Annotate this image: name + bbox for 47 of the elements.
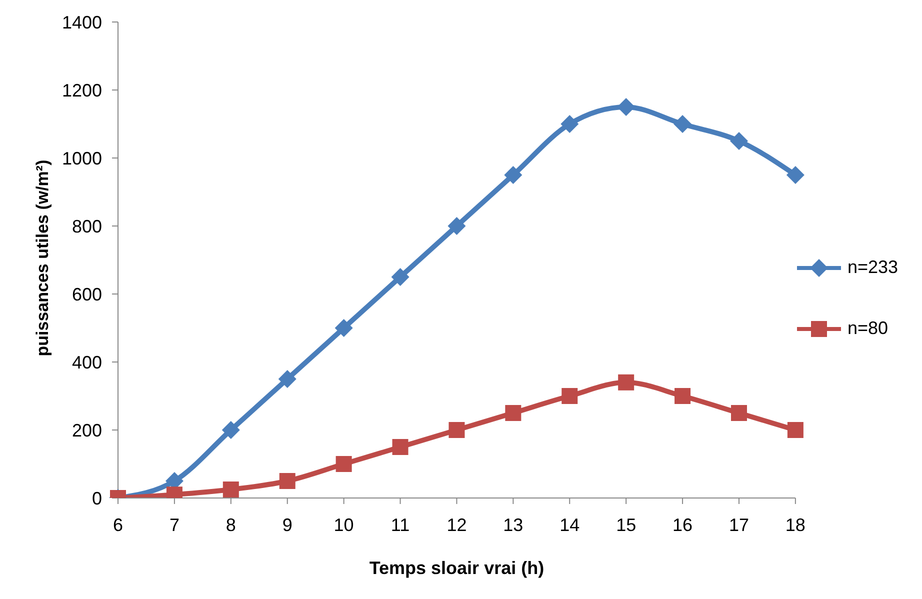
point	[618, 374, 634, 390]
point	[392, 439, 408, 455]
point	[505, 405, 522, 421]
point	[448, 217, 466, 235]
x-tick-label: 18	[785, 514, 806, 535]
x-axis-title: Temps sloair vrai (h)	[369, 558, 544, 578]
point	[391, 268, 410, 286]
point	[560, 115, 579, 133]
x-tick-label: 7	[169, 514, 180, 535]
x-tick-label: 9	[282, 514, 292, 535]
point	[278, 370, 296, 388]
point	[222, 482, 239, 498]
point	[336, 456, 352, 472]
y-tick-label: 600	[72, 284, 102, 304]
point	[222, 421, 240, 439]
y-tick-label: 800	[72, 216, 102, 236]
y-tick-label: 200	[72, 420, 102, 440]
point	[617, 98, 636, 116]
y-tick-label: 0	[92, 488, 102, 508]
x-tick-label: 14	[560, 514, 580, 535]
point	[674, 115, 692, 133]
x-tick-label: 17	[728, 514, 749, 535]
x-tick-label: 8	[226, 514, 236, 535]
x-tick-label: 6	[112, 514, 124, 535]
x-tick-label: 11	[390, 514, 410, 535]
y-tick-label: 1000	[62, 148, 102, 168]
y-axis-title: puissances utiles (w/m²)	[33, 160, 52, 356]
point	[730, 405, 747, 421]
point	[334, 319, 353, 337]
x-tick-label: 10	[334, 514, 354, 535]
x-tick-label: 12	[446, 514, 467, 535]
point	[279, 473, 296, 489]
point	[504, 166, 522, 184]
point	[448, 422, 465, 438]
legend-label: n=233	[847, 257, 898, 278]
point	[562, 388, 578, 404]
y-tick-label: 1400	[62, 12, 102, 32]
legend-label: n=80	[847, 318, 888, 339]
point	[730, 132, 748, 150]
x-tick-label: 15	[616, 514, 636, 535]
x-tick-label: 16	[672, 514, 693, 535]
point	[786, 166, 804, 184]
x-tick-label: 13	[503, 514, 524, 535]
y-tick-label: 400	[72, 352, 102, 372]
point	[787, 422, 804, 438]
point	[674, 388, 691, 404]
y-tick-label: 1200	[62, 80, 102, 100]
